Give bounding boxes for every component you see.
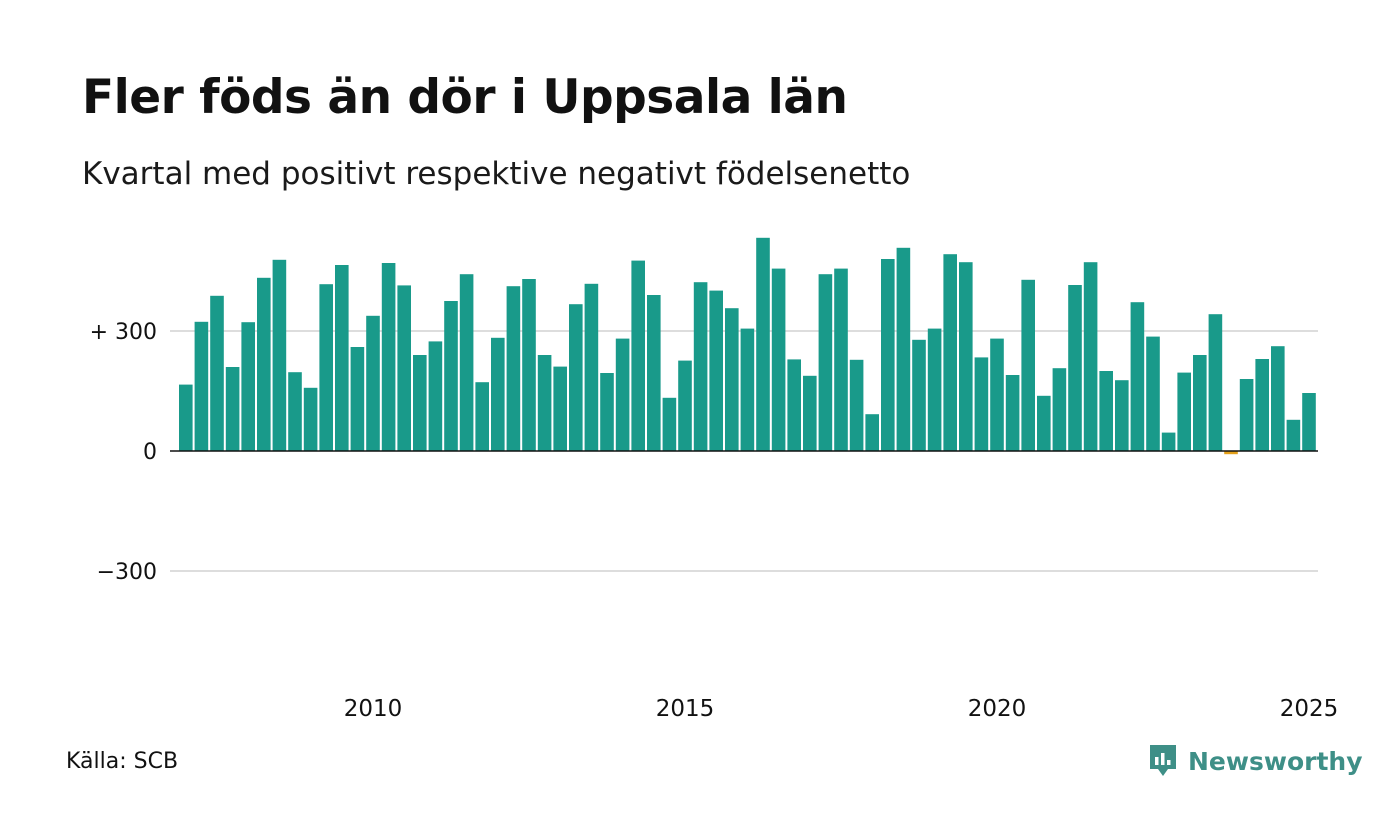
bar [272, 259, 287, 451]
x-tick-label: 2015 [656, 696, 715, 722]
bar [678, 360, 692, 451]
x-axis-ticks: 2010 2015 2020 2025 [344, 696, 1339, 722]
source-note: Källa: SCB [66, 749, 179, 774]
bar [1208, 314, 1223, 451]
bar [210, 295, 224, 451]
bar [943, 254, 957, 451]
bar [787, 359, 801, 451]
bar [397, 285, 411, 451]
bar [381, 263, 396, 451]
bar [335, 265, 349, 451]
y-axis-ticks: + 300 0 −300 [90, 320, 157, 585]
bar [1052, 368, 1067, 451]
bar [615, 338, 630, 451]
bar [522, 279, 536, 451]
bar [537, 355, 552, 451]
bar [990, 338, 1004, 451]
bar [600, 373, 614, 451]
bar [740, 328, 755, 451]
bar [553, 366, 567, 451]
bar [959, 262, 973, 451]
bar [709, 290, 723, 451]
bar [1255, 359, 1269, 451]
bar [896, 247, 911, 451]
newsworthy-brand: Newsworthy [1148, 743, 1363, 779]
bar [1005, 375, 1020, 451]
bar [771, 268, 786, 451]
bar [803, 375, 817, 451]
y-tick-label: −300 [97, 560, 157, 585]
bar [1271, 346, 1285, 451]
bar [569, 304, 583, 451]
bar [1099, 371, 1113, 451]
y-tick-label: + 300 [90, 320, 157, 345]
bar [1037, 395, 1051, 451]
bar [1177, 372, 1191, 451]
bar [1239, 379, 1254, 451]
bar [693, 282, 708, 451]
bar [1224, 451, 1238, 455]
x-tick-label: 2010 [344, 696, 403, 722]
bar [366, 315, 380, 451]
bar [241, 322, 255, 451]
bar [1021, 279, 1035, 451]
bars [179, 237, 1316, 455]
bar [865, 414, 879, 451]
bar [631, 260, 645, 451]
bar [1083, 262, 1098, 451]
chart-title: Fler föds än dör i Uppsala län [82, 70, 848, 125]
bar [849, 359, 864, 451]
bar [444, 301, 458, 451]
bar [1130, 302, 1145, 451]
bar [725, 308, 739, 451]
bar [459, 274, 474, 451]
bar [1286, 419, 1301, 451]
bar [818, 274, 833, 451]
newsworthy-logo-icon [1150, 745, 1176, 776]
bar [257, 277, 271, 451]
bar [1302, 393, 1316, 451]
bar [413, 355, 427, 451]
bar [225, 367, 240, 451]
bar [881, 259, 895, 451]
bar [1193, 355, 1207, 451]
bar [1115, 380, 1129, 451]
brand-name: Newsworthy [1188, 746, 1363, 776]
chart-subtitle: Kvartal med positivt respektive negativt… [82, 156, 911, 192]
bar [912, 339, 926, 451]
bar [1161, 432, 1176, 451]
bar [584, 283, 599, 451]
bar [662, 397, 677, 451]
bar [350, 347, 365, 451]
bar [194, 321, 209, 451]
bar [506, 286, 521, 451]
bar [428, 341, 443, 451]
bar [1146, 336, 1160, 451]
bar [303, 387, 318, 451]
bar [974, 357, 989, 451]
bar [288, 372, 302, 451]
x-tick-label: 2025 [1280, 696, 1339, 722]
bar [756, 237, 770, 451]
y-tick-label: 0 [143, 440, 157, 465]
bar [475, 382, 489, 451]
bar [1068, 285, 1082, 451]
bar [927, 328, 942, 451]
bar [647, 295, 661, 451]
bar [179, 384, 193, 451]
bar [491, 337, 505, 451]
x-tick-label: 2020 [968, 696, 1027, 722]
bar [834, 268, 848, 451]
bar [319, 284, 333, 451]
